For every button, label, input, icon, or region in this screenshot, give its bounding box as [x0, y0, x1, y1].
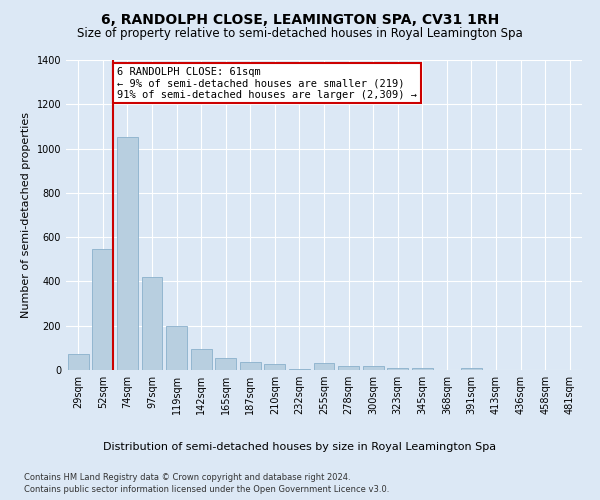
Bar: [387, 368, 408, 370]
Bar: [289, 369, 310, 370]
Text: Contains HM Land Registry data © Crown copyright and database right 2024.: Contains HM Land Registry data © Crown c…: [24, 472, 350, 482]
Text: Contains public sector information licensed under the Open Government Licence v3: Contains public sector information licen…: [24, 485, 389, 494]
Bar: [461, 368, 482, 370]
Bar: [92, 250, 113, 370]
Bar: [166, 326, 187, 370]
Text: Size of property relative to semi-detached houses in Royal Leamington Spa: Size of property relative to semi-detach…: [77, 28, 523, 40]
Bar: [240, 362, 261, 370]
Text: 6, RANDOLPH CLOSE, LEAMINGTON SPA, CV31 1RH: 6, RANDOLPH CLOSE, LEAMINGTON SPA, CV31 …: [101, 12, 499, 26]
Bar: [117, 137, 138, 370]
Bar: [215, 358, 236, 370]
Bar: [338, 366, 359, 370]
Bar: [142, 277, 163, 370]
Bar: [362, 366, 383, 370]
Bar: [191, 348, 212, 370]
Y-axis label: Number of semi-detached properties: Number of semi-detached properties: [21, 112, 31, 318]
Text: 6 RANDOLPH CLOSE: 61sqm
← 9% of semi-detached houses are smaller (219)
91% of se: 6 RANDOLPH CLOSE: 61sqm ← 9% of semi-det…: [117, 66, 417, 100]
Text: Distribution of semi-detached houses by size in Royal Leamington Spa: Distribution of semi-detached houses by …: [103, 442, 497, 452]
Bar: [314, 364, 334, 370]
Bar: [265, 364, 286, 370]
Bar: [412, 368, 433, 370]
Bar: [68, 354, 89, 370]
